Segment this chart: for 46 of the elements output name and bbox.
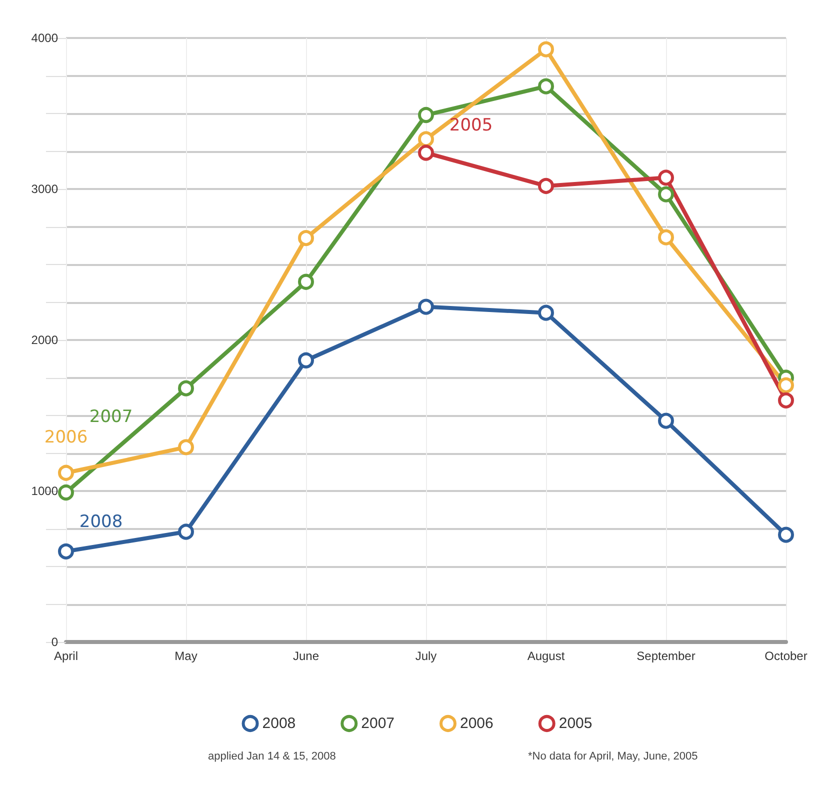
x-tick-label: August <box>527 649 566 663</box>
text: 2007 <box>89 407 133 428</box>
point <box>58 543 74 560</box>
y-tick-label: 1000 <box>31 484 58 498</box>
x-tick-label: May <box>174 649 198 663</box>
text: applied Jan 14 & 15, 2008 <box>208 750 336 762</box>
point <box>298 352 314 368</box>
y-tick-label: 0 <box>51 635 58 649</box>
point <box>658 186 674 202</box>
text: 2006 <box>44 427 88 448</box>
x-tick-label: July <box>415 649 437 663</box>
text: 2008 <box>79 512 123 532</box>
point <box>778 526 794 543</box>
point <box>538 178 554 194</box>
point <box>538 304 554 321</box>
point <box>58 464 74 481</box>
x-tick-label: October <box>764 649 808 663</box>
point <box>178 439 194 456</box>
point <box>298 230 314 246</box>
text: 2005 <box>449 115 493 136</box>
text: *No data for April, May, June, 2005 <box>528 750 698 762</box>
point <box>418 144 434 161</box>
point <box>178 380 194 396</box>
point <box>418 107 434 124</box>
point <box>418 131 434 148</box>
legend-label: 2006 <box>460 715 494 732</box>
legend-label: 2005 <box>558 715 592 732</box>
legend-label: 2008 <box>262 715 296 732</box>
point <box>538 41 554 58</box>
legend-label: 2007 <box>361 715 395 732</box>
x-tick-label: September <box>636 649 696 663</box>
point <box>178 524 194 540</box>
point <box>778 377 794 394</box>
point <box>538 78 554 94</box>
y-tick-label: 2000 <box>31 333 58 347</box>
point <box>658 412 674 429</box>
point <box>658 229 674 246</box>
y-tick-label: 3000 <box>31 182 58 196</box>
x-tick-label: June <box>292 649 320 663</box>
point <box>658 170 674 186</box>
point <box>58 484 74 501</box>
point <box>778 392 794 408</box>
point <box>298 274 314 290</box>
point <box>418 298 434 315</box>
x-tick-label: April <box>54 649 78 663</box>
y-tick-label: 4000 <box>31 31 58 45</box>
